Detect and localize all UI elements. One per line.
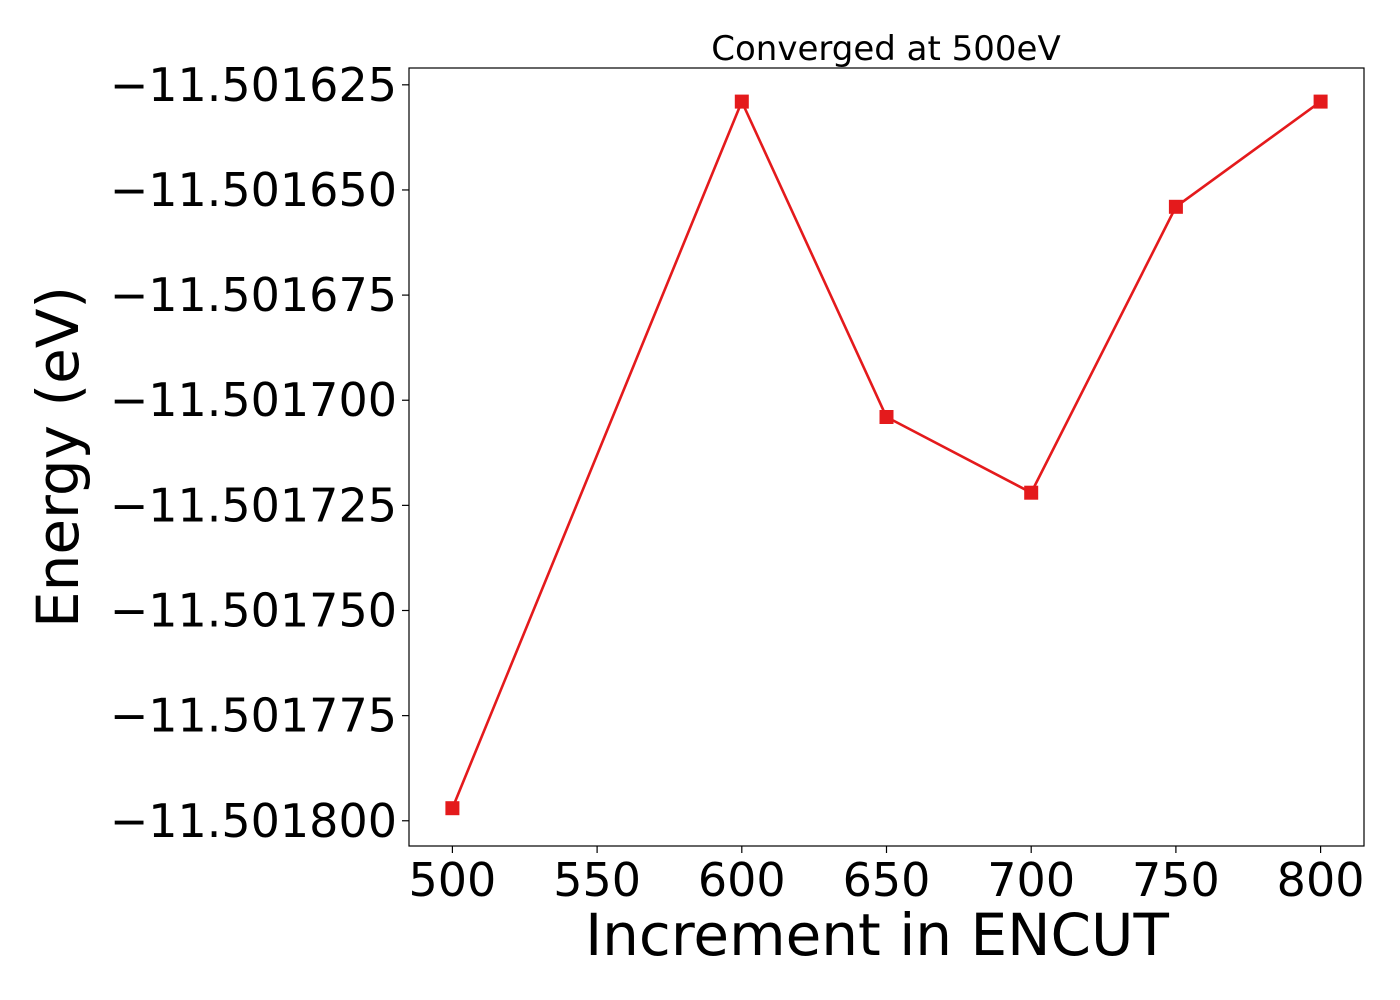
x-tick-label: 700 [987, 853, 1075, 907]
y-tick-label: −11.501625 [110, 58, 397, 112]
data-point-marker [734, 94, 749, 109]
x-tick-label: 550 [553, 853, 641, 907]
x-tick-label: 750 [1132, 853, 1220, 907]
x-tick-label: 800 [1277, 853, 1365, 907]
data-series [445, 94, 1328, 816]
data-point-marker [1024, 485, 1039, 500]
y-tick-label: −11.501775 [110, 689, 397, 743]
data-point-marker [1168, 199, 1183, 214]
chart-title: Converged at 500eV [711, 29, 1060, 69]
x-axis-label: Increment in ENCUT [585, 901, 1169, 969]
y-tick-label: −11.501700 [110, 373, 397, 427]
y-tick-label: −11.501675 [110, 268, 397, 322]
data-point-marker [879, 410, 894, 424]
y-tick-label: −11.501750 [110, 583, 397, 637]
x-tick-label: 600 [698, 853, 786, 907]
plot-area-frame [408, 67, 1365, 847]
series-line [451, 98, 1322, 809]
axis-ticks: 500 550 600 650 700 750 800 −11.501625 −11.50165… [110, 58, 1365, 907]
y-tick-label: −11.501800 [110, 794, 397, 848]
y-tick-label: −11.501725 [110, 478, 397, 532]
x-tick-label: 500 [409, 853, 497, 907]
y-axis-label: Energy (eV) [24, 286, 92, 628]
data-point-marker [445, 801, 460, 816]
x-tick-label: 650 [843, 853, 931, 907]
y-tick-label: −11.501650 [110, 163, 397, 217]
data-point-marker [1313, 94, 1328, 109]
